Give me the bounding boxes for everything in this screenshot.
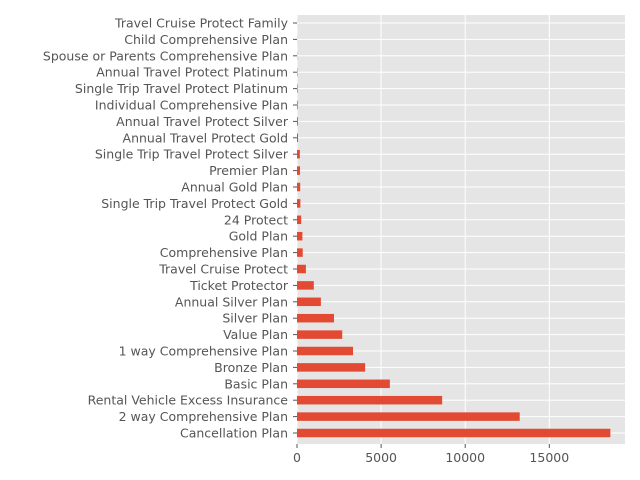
bar (297, 264, 306, 274)
y-tick-label: 2 way Comprehensive Plan (119, 409, 288, 424)
bar (297, 379, 390, 389)
bar (297, 363, 366, 372)
y-tick-label: Premier Plan (209, 163, 288, 178)
bar (297, 395, 443, 405)
y-tick-label: Child Comprehensive Plan (124, 32, 288, 47)
y-tick-label: Annual Travel Protect Silver (116, 114, 289, 129)
y-tick-label: Travel Cruise Protect (158, 262, 288, 277)
y-tick-label: Single Trip Travel Protect Silver (95, 147, 289, 162)
bar (297, 346, 354, 356)
y-tick-label: 1 way Comprehensive Plan (119, 344, 288, 359)
y-tick-label: Annual Travel Protect Gold (123, 130, 288, 145)
y-tick-label: Annual Silver Plan (175, 294, 288, 309)
bar (297, 231, 303, 241)
bar (297, 84, 298, 93)
x-tick-label: 5000 (365, 450, 397, 465)
y-tick-label: Single Trip Travel Protect Gold (101, 196, 288, 211)
bar (297, 133, 299, 143)
x-tick-label: 10000 (445, 450, 485, 465)
y-tick-label: Value Plan (223, 327, 288, 342)
bar (297, 297, 321, 307)
bar (297, 412, 520, 421)
y-tick-label: Cancellation Plan (180, 426, 288, 441)
bar (297, 182, 301, 192)
y-tick-label: Rental Vehicle Excess Insurance (88, 393, 289, 408)
bar (297, 100, 298, 110)
y-tick-label: Individual Comprehensive Plan (95, 98, 288, 113)
bar (297, 166, 301, 175)
bar (297, 330, 343, 339)
x-axis: 0 5000 10000 15000 (293, 444, 569, 465)
y-axis: Cancellation Plan 2 way Comprehensive Pla… (43, 16, 297, 441)
y-tick-label: Comprehensive Plan (160, 245, 288, 260)
y-tick-label: Annual Gold Plan (181, 180, 288, 195)
y-tick-label: 24 Protect (224, 212, 288, 227)
bars (297, 18, 611, 438)
bar (297, 248, 303, 257)
y-tick-label: Basic Plan (224, 376, 288, 391)
bar (297, 199, 301, 208)
bar (297, 281, 314, 290)
y-tick-label: Annual Travel Protect Platinum (96, 65, 288, 80)
bar (297, 215, 302, 225)
bar (297, 149, 300, 159)
bar (297, 117, 298, 126)
y-tick-label: Gold Plan (229, 229, 288, 244)
x-tick-label: 15000 (529, 450, 569, 465)
plot-background (297, 15, 625, 444)
x-tick-label: 0 (293, 450, 301, 465)
y-tick-label: Spouse or Parents Comprehensive Plan (43, 48, 288, 63)
y-tick-label: Silver Plan (222, 311, 288, 326)
bar (297, 428, 611, 438)
y-tick-label: Travel Cruise Protect Family (114, 16, 289, 31)
y-tick-label: Bronze Plan (214, 360, 288, 375)
y-tick-label: Single Trip Travel Protect Platinum (75, 81, 288, 96)
y-tick-label: Ticket Protector (189, 278, 289, 293)
bar (297, 313, 335, 323)
